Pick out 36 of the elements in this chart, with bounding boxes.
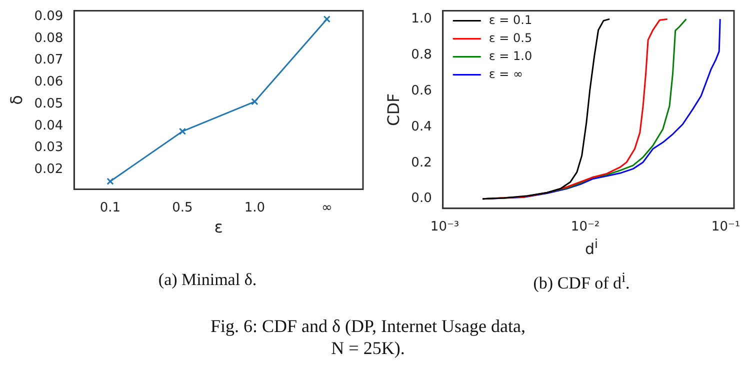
y-tick-label: 1.0 bbox=[411, 11, 432, 26]
y-tick-label: 0.03 bbox=[34, 140, 64, 156]
caption: Fig. 6: CDF and δ (DP, Internet Usage data, N = 25K). bbox=[210, 315, 526, 359]
y-tick-label: 0.04 bbox=[34, 118, 64, 134]
y-tick-label: 0.05 bbox=[34, 96, 64, 112]
y-tick-label: 0.02 bbox=[34, 162, 64, 177]
text: (a) Minimal δ. bbox=[158, 270, 257, 290]
point bbox=[323, 16, 330, 23]
x-axis-title: ε bbox=[214, 218, 223, 237]
x-tick-label: 1.0 bbox=[244, 200, 266, 216]
text: (b) CDF of d$^{i}$. bbox=[533, 270, 630, 294]
x-axis-title: d$^{i}$ bbox=[584, 236, 598, 258]
y-tick-label: 0.0 bbox=[411, 191, 432, 206]
x-tick-label: 10⁻³ bbox=[430, 220, 460, 235]
x-tick-label: ∞ bbox=[321, 200, 332, 216]
y-axis-title: CDF bbox=[384, 93, 403, 126]
x-tick-label: 0.1 bbox=[100, 200, 121, 216]
y-tick-label: 0.09 bbox=[34, 9, 64, 24]
point bbox=[106, 178, 114, 185]
y-tick-label: 0.08 bbox=[34, 30, 64, 46]
y-tick-label: 0.07 bbox=[34, 52, 64, 68]
legend-label: ε = 1.0 bbox=[488, 48, 532, 63]
y-tick-label: 0.6 bbox=[411, 83, 432, 98]
x-tick-label: 10⁻¹ bbox=[711, 220, 740, 235]
y-tick-label: 0.2 bbox=[411, 155, 432, 170]
y-tick-label: 0.8 bbox=[411, 47, 432, 62]
x-tick-label: 10⁻² bbox=[570, 220, 600, 235]
legend-label: ε = ∞ bbox=[488, 66, 524, 81]
legend-label: ε = 0.5 bbox=[488, 30, 532, 45]
point bbox=[178, 128, 186, 135]
y-axis-title: δ bbox=[6, 95, 26, 105]
y-tick-label: 0.4 bbox=[411, 119, 432, 134]
point bbox=[251, 98, 258, 106]
y-tick-label: 0.06 bbox=[34, 74, 64, 90]
legend-label: ε = 0.1 bbox=[488, 12, 532, 27]
x-tick-label: 0.5 bbox=[172, 200, 193, 216]
